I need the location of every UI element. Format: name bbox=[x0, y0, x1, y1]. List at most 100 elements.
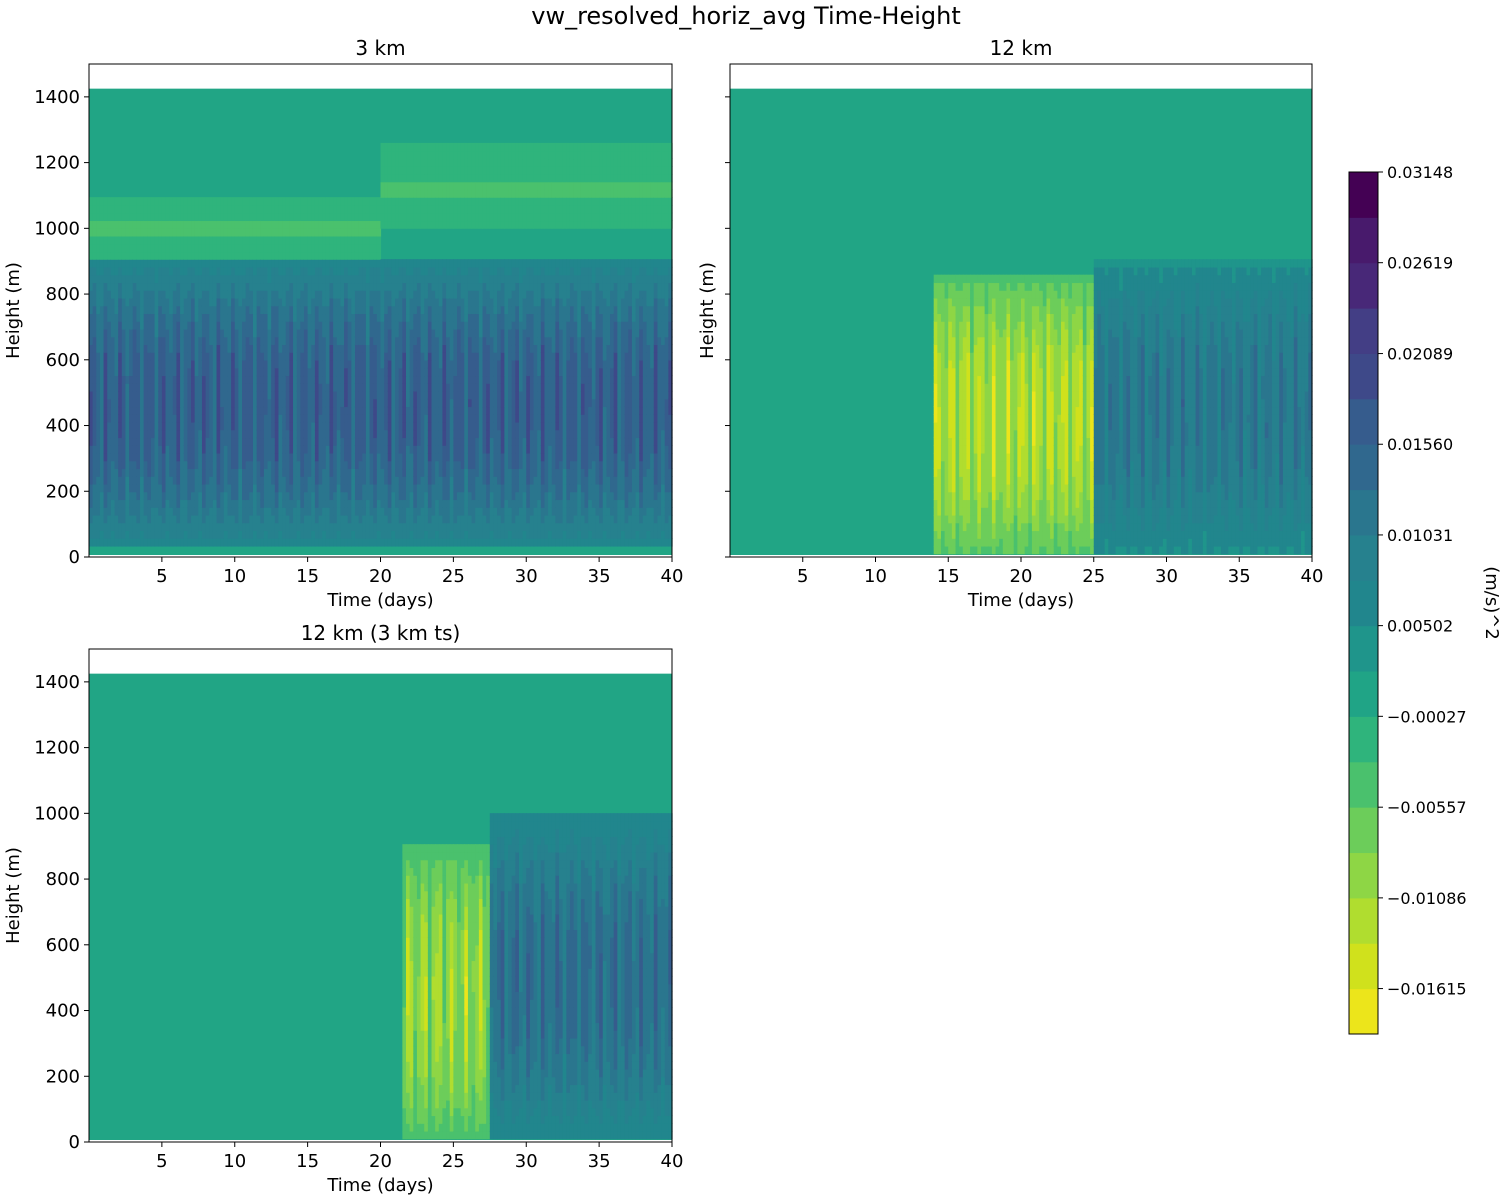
heatmap-cell bbox=[216, 445, 221, 454]
heatmap-cell bbox=[165, 235, 170, 245]
heatmap-cell bbox=[303, 313, 309, 322]
heatmap-cell bbox=[369, 336, 374, 346]
heatmap-cell bbox=[238, 507, 243, 516]
heatmap-cell bbox=[347, 204, 352, 214]
heatmap-cell bbox=[344, 321, 349, 330]
heatmap-cell bbox=[231, 514, 236, 524]
heatmap-cell bbox=[475, 507, 480, 516]
heatmap-cell bbox=[271, 390, 276, 400]
heatmap-cell bbox=[354, 476, 360, 485]
heatmap-cell bbox=[125, 367, 130, 377]
heatmap-cell bbox=[438, 390, 444, 400]
heatmap-cell bbox=[311, 390, 316, 400]
heatmap-cell bbox=[107, 282, 112, 291]
heatmap-cell bbox=[252, 460, 258, 470]
heatmap-cell bbox=[303, 228, 309, 237]
heatmap-cell bbox=[457, 483, 462, 493]
heatmap-cell bbox=[460, 259, 465, 268]
heatmap-cell bbox=[303, 367, 309, 377]
heatmap-cell bbox=[329, 313, 334, 322]
heatmap-cell bbox=[282, 321, 287, 330]
heatmap-cell bbox=[260, 522, 265, 532]
heatmap-cell bbox=[227, 530, 232, 539]
heatmap-cell bbox=[263, 414, 269, 423]
heatmap-cell bbox=[201, 522, 207, 532]
heatmap-cell bbox=[438, 530, 444, 539]
heatmap-cell bbox=[333, 522, 338, 532]
heatmap-cell bbox=[103, 228, 108, 237]
heatmap-cell bbox=[314, 305, 320, 315]
heatmap-cell bbox=[191, 352, 196, 361]
heatmap-cell bbox=[380, 383, 385, 392]
heatmap-cell bbox=[223, 290, 229, 299]
heatmap-cell bbox=[89, 228, 94, 237]
heatmap-cell bbox=[314, 530, 320, 539]
heatmap-cell bbox=[446, 514, 451, 524]
heatmap-cell bbox=[282, 297, 287, 307]
heatmap-cell bbox=[132, 305, 137, 315]
heatmap-cell bbox=[158, 235, 163, 245]
heatmap-cell bbox=[329, 297, 334, 307]
heatmap-cell bbox=[118, 204, 123, 214]
heatmap-cell bbox=[427, 313, 433, 322]
heatmap-cell bbox=[176, 305, 181, 315]
heatmap-cell bbox=[209, 228, 214, 237]
heatmap-cell bbox=[143, 243, 148, 253]
heatmap-cell bbox=[227, 499, 232, 508]
heatmap-cell bbox=[376, 367, 382, 377]
heatmap-cell bbox=[92, 352, 97, 361]
heatmap-cell bbox=[136, 204, 141, 214]
heatmap-cell bbox=[92, 476, 97, 485]
heatmap-cell bbox=[161, 321, 167, 330]
heatmap-cell bbox=[336, 468, 342, 477]
heatmap-cell bbox=[365, 414, 371, 423]
heatmap-cell bbox=[431, 173, 436, 183]
heatmap-cell bbox=[289, 530, 294, 539]
heatmap-cell bbox=[398, 150, 403, 160]
heatmap-cell bbox=[212, 282, 218, 291]
heatmap-cell bbox=[325, 452, 331, 462]
heatmap-cell bbox=[296, 507, 301, 516]
heatmap-cell bbox=[129, 336, 134, 346]
heatmap-cell bbox=[373, 274, 378, 284]
heatmap-cell bbox=[147, 212, 152, 222]
heatmap-cell bbox=[252, 228, 258, 237]
heatmap-cell bbox=[311, 452, 316, 462]
heatmap-cell bbox=[347, 266, 352, 276]
heatmap-cell bbox=[402, 259, 407, 268]
heatmap-cell bbox=[103, 313, 108, 322]
heatmap-cell bbox=[449, 220, 454, 229]
heatmap-cell bbox=[380, 321, 385, 330]
heatmap-cell bbox=[478, 166, 484, 175]
heatmap-cell bbox=[362, 421, 367, 431]
heatmap-cell bbox=[453, 437, 458, 446]
heatmap-cell bbox=[89, 266, 94, 276]
heatmap-cell bbox=[384, 158, 389, 167]
heatmap-cell bbox=[420, 166, 425, 175]
heatmap-cell bbox=[427, 266, 433, 276]
heatmap-cell bbox=[402, 499, 407, 508]
heatmap-cell bbox=[314, 383, 320, 392]
heatmap-cell bbox=[358, 414, 363, 423]
heatmap-cell bbox=[358, 352, 363, 361]
heatmap-cell bbox=[336, 228, 342, 237]
heatmap-cell bbox=[307, 321, 312, 330]
heatmap-cell bbox=[406, 383, 411, 392]
heatmap-cell bbox=[271, 445, 276, 454]
heatmap-cell bbox=[125, 352, 130, 361]
heatmap-cell bbox=[475, 313, 480, 322]
heatmap-cell bbox=[478, 220, 484, 229]
heatmap-cell bbox=[435, 313, 440, 322]
heatmap-cell bbox=[464, 158, 469, 167]
heatmap-cell bbox=[161, 352, 167, 361]
heatmap-cell bbox=[387, 150, 393, 160]
heatmap-cell bbox=[311, 476, 316, 485]
heatmap-cell bbox=[118, 421, 123, 431]
heatmap-cell bbox=[322, 522, 327, 532]
heatmap-cell bbox=[420, 390, 425, 400]
heatmap-cell bbox=[242, 429, 247, 439]
heatmap-cell bbox=[409, 460, 414, 470]
heatmap-cell bbox=[467, 189, 473, 198]
heatmap-cell bbox=[242, 491, 247, 501]
